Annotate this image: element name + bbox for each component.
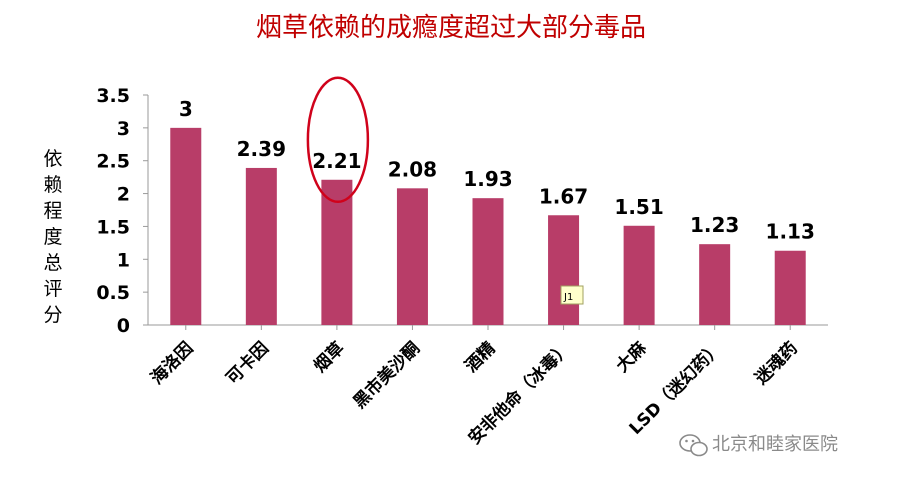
category-label: 黑市美沙酮 (349, 338, 424, 413)
y-tick-label: 0.5 (96, 282, 130, 304)
y-axis-label-char: 程 (43, 200, 62, 222)
bar (245, 167, 277, 325)
bar (774, 250, 806, 325)
category-label: 烟草 (310, 338, 349, 377)
y-axis-label-char: 总 (43, 252, 62, 274)
bar (472, 198, 504, 325)
data-label: 2.08 (388, 157, 437, 181)
data-label: 2.21 (312, 149, 361, 173)
bar (396, 188, 428, 325)
data-label: 1.23 (690, 213, 739, 237)
category-label: 迷魂药 (750, 338, 802, 390)
y-axis-label-char: 分 (43, 304, 62, 326)
y-tick-label: 1.5 (96, 216, 130, 238)
y-tick-label: 1 (117, 249, 130, 271)
y-tick-label: 3 (117, 118, 130, 140)
watermark-text: 北京和睦家医院 (712, 434, 838, 455)
highlight-ellipse-shape (306, 76, 370, 204)
y-tick-labels: 0 0.5 1 1.5 2 2.5 3 3.5 (96, 85, 130, 337)
bar (170, 127, 202, 325)
bars (170, 127, 806, 325)
y-tick-label: 0 (117, 315, 130, 337)
comment-note-label: J1 (563, 292, 573, 303)
wechat-icon (679, 434, 708, 457)
data-label: 1.67 (539, 184, 588, 208)
data-label: 1.51 (614, 195, 663, 219)
y-tick-label: 2.5 (96, 151, 130, 173)
category-label: 可卡因 (222, 338, 273, 389)
bar (321, 179, 353, 325)
data-label: 3 (179, 97, 193, 121)
chart-title: 烟草依赖的成瘾度超过大部分毒品 (256, 13, 646, 43)
category-label: 酒精 (461, 338, 500, 377)
data-label: 1.93 (463, 167, 512, 191)
y-axis-label-char: 度 (43, 226, 62, 248)
data-label: 2.39 (237, 137, 286, 161)
category-label: 海洛因 (146, 338, 197, 389)
highlight-ellipse (306, 76, 370, 204)
comment-note-icon[interactable]: J1 (560, 285, 584, 305)
y-axis-label-char: 评 (43, 278, 62, 300)
watermark: 北京和睦家医院 (679, 434, 838, 457)
data-label: 1.13 (766, 220, 815, 244)
y-tick-label: 2 (117, 184, 130, 206)
bar (623, 225, 655, 325)
y-axis-label-char: 赖 (43, 174, 62, 196)
category-label: 大麻 (612, 337, 652, 377)
bar (548, 215, 580, 325)
data-labels: 3 2.39 2.21 2.08 1.93 1.67 1.51 1.23 1.13 (179, 97, 815, 244)
y-axis-label-char: 依 (43, 148, 62, 170)
y-tick-label: 3.5 (96, 85, 130, 107)
bar (699, 244, 731, 325)
